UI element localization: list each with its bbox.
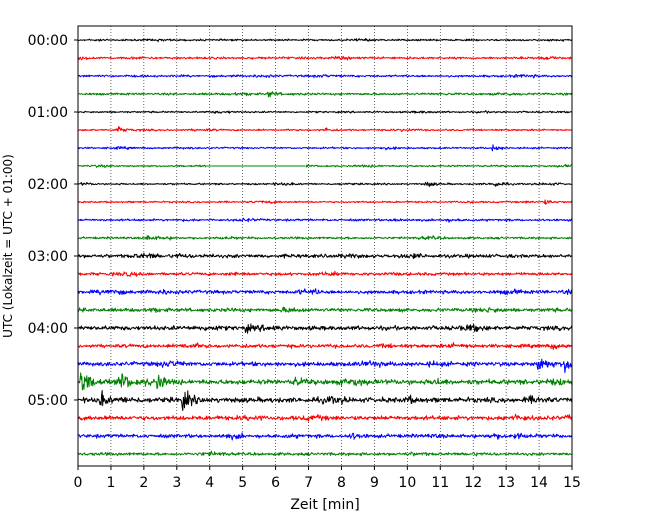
trace-line	[77, 413, 573, 422]
trace-line	[77, 390, 573, 411]
x-tick-label: 11	[431, 475, 449, 491]
trace-line	[77, 55, 573, 61]
trace-line	[77, 342, 573, 351]
y-tick-label: 05:00	[28, 393, 68, 409]
trace-line	[77, 126, 573, 133]
trace-line	[77, 252, 573, 259]
x-axis-label: Zeit [min]	[290, 497, 359, 513]
x-tick-label: 12	[464, 475, 482, 491]
plot-frame	[77, 25, 573, 467]
trace-line	[77, 306, 573, 313]
trace-line	[77, 199, 573, 205]
grid-lines	[110, 26, 540, 466]
trace-line	[77, 358, 573, 374]
x-tick-label: 6	[271, 475, 280, 491]
x-axis-ticks: 0 1 2 3 4 5 6 7 8 9 10 11 12 13 14 15	[74, 466, 581, 491]
trace-line	[77, 432, 573, 441]
x-tick-label: 7	[304, 475, 313, 491]
x-tick-label: 0	[74, 475, 83, 491]
trace-line	[77, 235, 572, 241]
x-tick-label: 8	[337, 475, 346, 491]
x-tick-label: 9	[370, 475, 379, 491]
y-tick-label: 03:00	[28, 249, 68, 265]
x-tick-label: 1	[106, 475, 115, 491]
x-tick-label: 13	[497, 475, 515, 491]
x-tick-label: 14	[530, 475, 548, 491]
trace-lines	[77, 38, 573, 457]
y-tick-label: 04:00	[28, 321, 68, 337]
trace-line	[77, 288, 573, 296]
trace-line	[77, 450, 573, 457]
trace-line	[77, 181, 573, 187]
y-tick-label: 00:00	[28, 33, 68, 49]
trace-line	[77, 73, 573, 79]
x-tick-label: 4	[205, 475, 214, 491]
trace-line	[77, 372, 573, 391]
x-tick-label: 3	[172, 475, 181, 491]
x-tick-label: 5	[238, 475, 247, 491]
y-tick-label: 01:00	[28, 105, 68, 121]
trace-line	[77, 270, 573, 277]
trace-line	[78, 91, 572, 98]
y-tick-label: 02:00	[28, 177, 68, 193]
trace-line	[77, 38, 573, 43]
trace-line	[77, 217, 573, 223]
trace-line	[77, 323, 573, 334]
trace-line	[77, 144, 573, 152]
x-tick-label: 10	[398, 475, 416, 491]
x-tick-label: 15	[563, 475, 581, 491]
trace-line	[77, 163, 573, 168]
x-tick-label: 2	[139, 475, 148, 491]
y-axis-ticks: 00:00 01:00 02:00 03:00 04:00 05:00	[28, 33, 78, 409]
y-axis-label: UTC (Lokalzeit = UTC + 01:00)	[1, 154, 15, 338]
trace-line	[77, 110, 573, 114]
